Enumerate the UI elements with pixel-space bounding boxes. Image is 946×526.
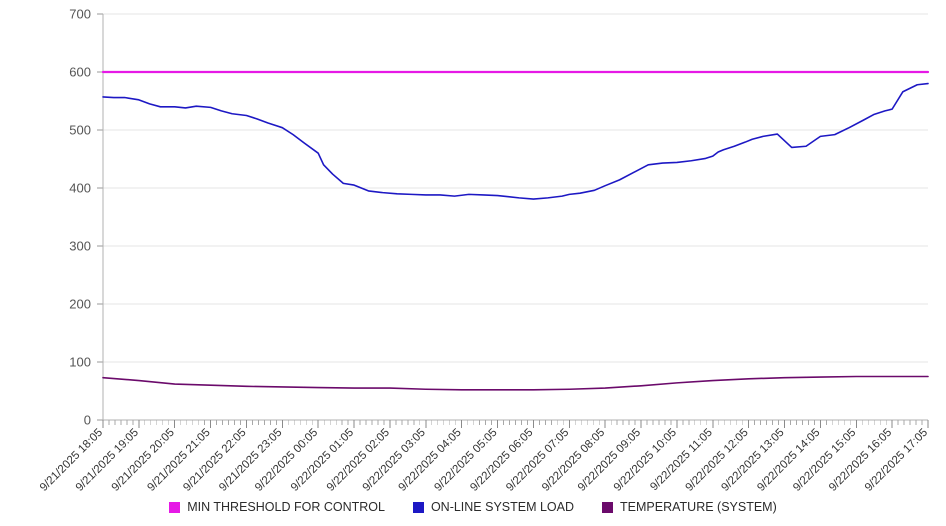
legend-label: ON-LINE SYSTEM LOAD <box>430 500 575 514</box>
y-tick-label: 200 <box>69 297 91 312</box>
x-tick-label: 9/21/2025 22:05 <box>181 427 248 494</box>
x-tick-label: 9/21/2025 23:05 <box>217 427 284 494</box>
x-tick-label: 9/22/2025 15:05 <box>791 427 858 494</box>
y-tick-label: 600 <box>69 65 91 80</box>
x-tick-label: 9/21/2025 18:05 <box>38 427 105 494</box>
y-tick-label: 500 <box>69 123 91 138</box>
x-tick-label: 9/22/2025 06:05 <box>468 427 535 494</box>
legend-label: MIN THRESHOLD FOR CONTROL <box>187 500 385 514</box>
legend-swatch-icon <box>169 501 181 513</box>
series-line-2 <box>102 375 929 391</box>
x-tick-label: 9/22/2025 16:05 <box>827 427 894 494</box>
y-tick-label: 400 <box>69 181 91 196</box>
x-tick-label: 9/22/2025 10:05 <box>612 427 679 494</box>
x-tick-label: 9/22/2025 17:05 <box>863 427 930 494</box>
x-tick-label: 9/21/2025 21:05 <box>145 427 212 494</box>
x-tick-label: 9/21/2025 19:05 <box>74 427 141 494</box>
x-tick-label: 9/22/2025 02:05 <box>325 427 392 494</box>
legend-item[interactable]: MIN THRESHOLD FOR CONTROL <box>169 500 385 514</box>
x-tick-label: 9/22/2025 12:05 <box>683 427 750 494</box>
x-tick-label: 9/22/2025 11:05 <box>648 427 715 494</box>
chart-legend: MIN THRESHOLD FOR CONTROL ON-LINE SYSTEM … <box>0 494 946 520</box>
legend-swatch-icon <box>412 501 424 513</box>
x-tick-label: 9/22/2025 00:05 <box>253 427 320 494</box>
series-line-1 <box>102 82 929 200</box>
x-tick-label: 9/22/2025 13:05 <box>719 427 786 494</box>
x-tick-label: 9/22/2025 04:05 <box>397 427 464 494</box>
x-tick-label: 9/22/2025 07:05 <box>504 427 571 494</box>
y-tick-label: 300 <box>69 239 91 254</box>
x-tick-label: 9/22/2025 14:05 <box>755 427 822 494</box>
legend-label: TEMPERATURE (SYSTEM) <box>620 500 777 514</box>
legend-item[interactable]: TEMPERATURE (SYSTEM) <box>602 500 777 514</box>
x-tick-label: 9/22/2025 09:05 <box>576 427 643 494</box>
x-tick-label: 9/22/2025 05:05 <box>432 427 499 494</box>
x-tick-label: 9/22/2025 08:05 <box>540 427 607 494</box>
y-tick-label: 100 <box>69 355 91 370</box>
y-tick-label: 0 <box>84 413 91 428</box>
y-tick-label: 700 <box>69 7 91 22</box>
legend-item[interactable]: ON-LINE SYSTEM LOAD <box>412 500 575 514</box>
x-tick-label: 9/21/2025 20:05 <box>110 427 177 494</box>
legend-swatch-icon <box>602 501 614 513</box>
x-tick-label: 9/22/2025 01:05 <box>289 427 356 494</box>
x-tick-label: 9/22/2025 03:05 <box>361 427 428 494</box>
